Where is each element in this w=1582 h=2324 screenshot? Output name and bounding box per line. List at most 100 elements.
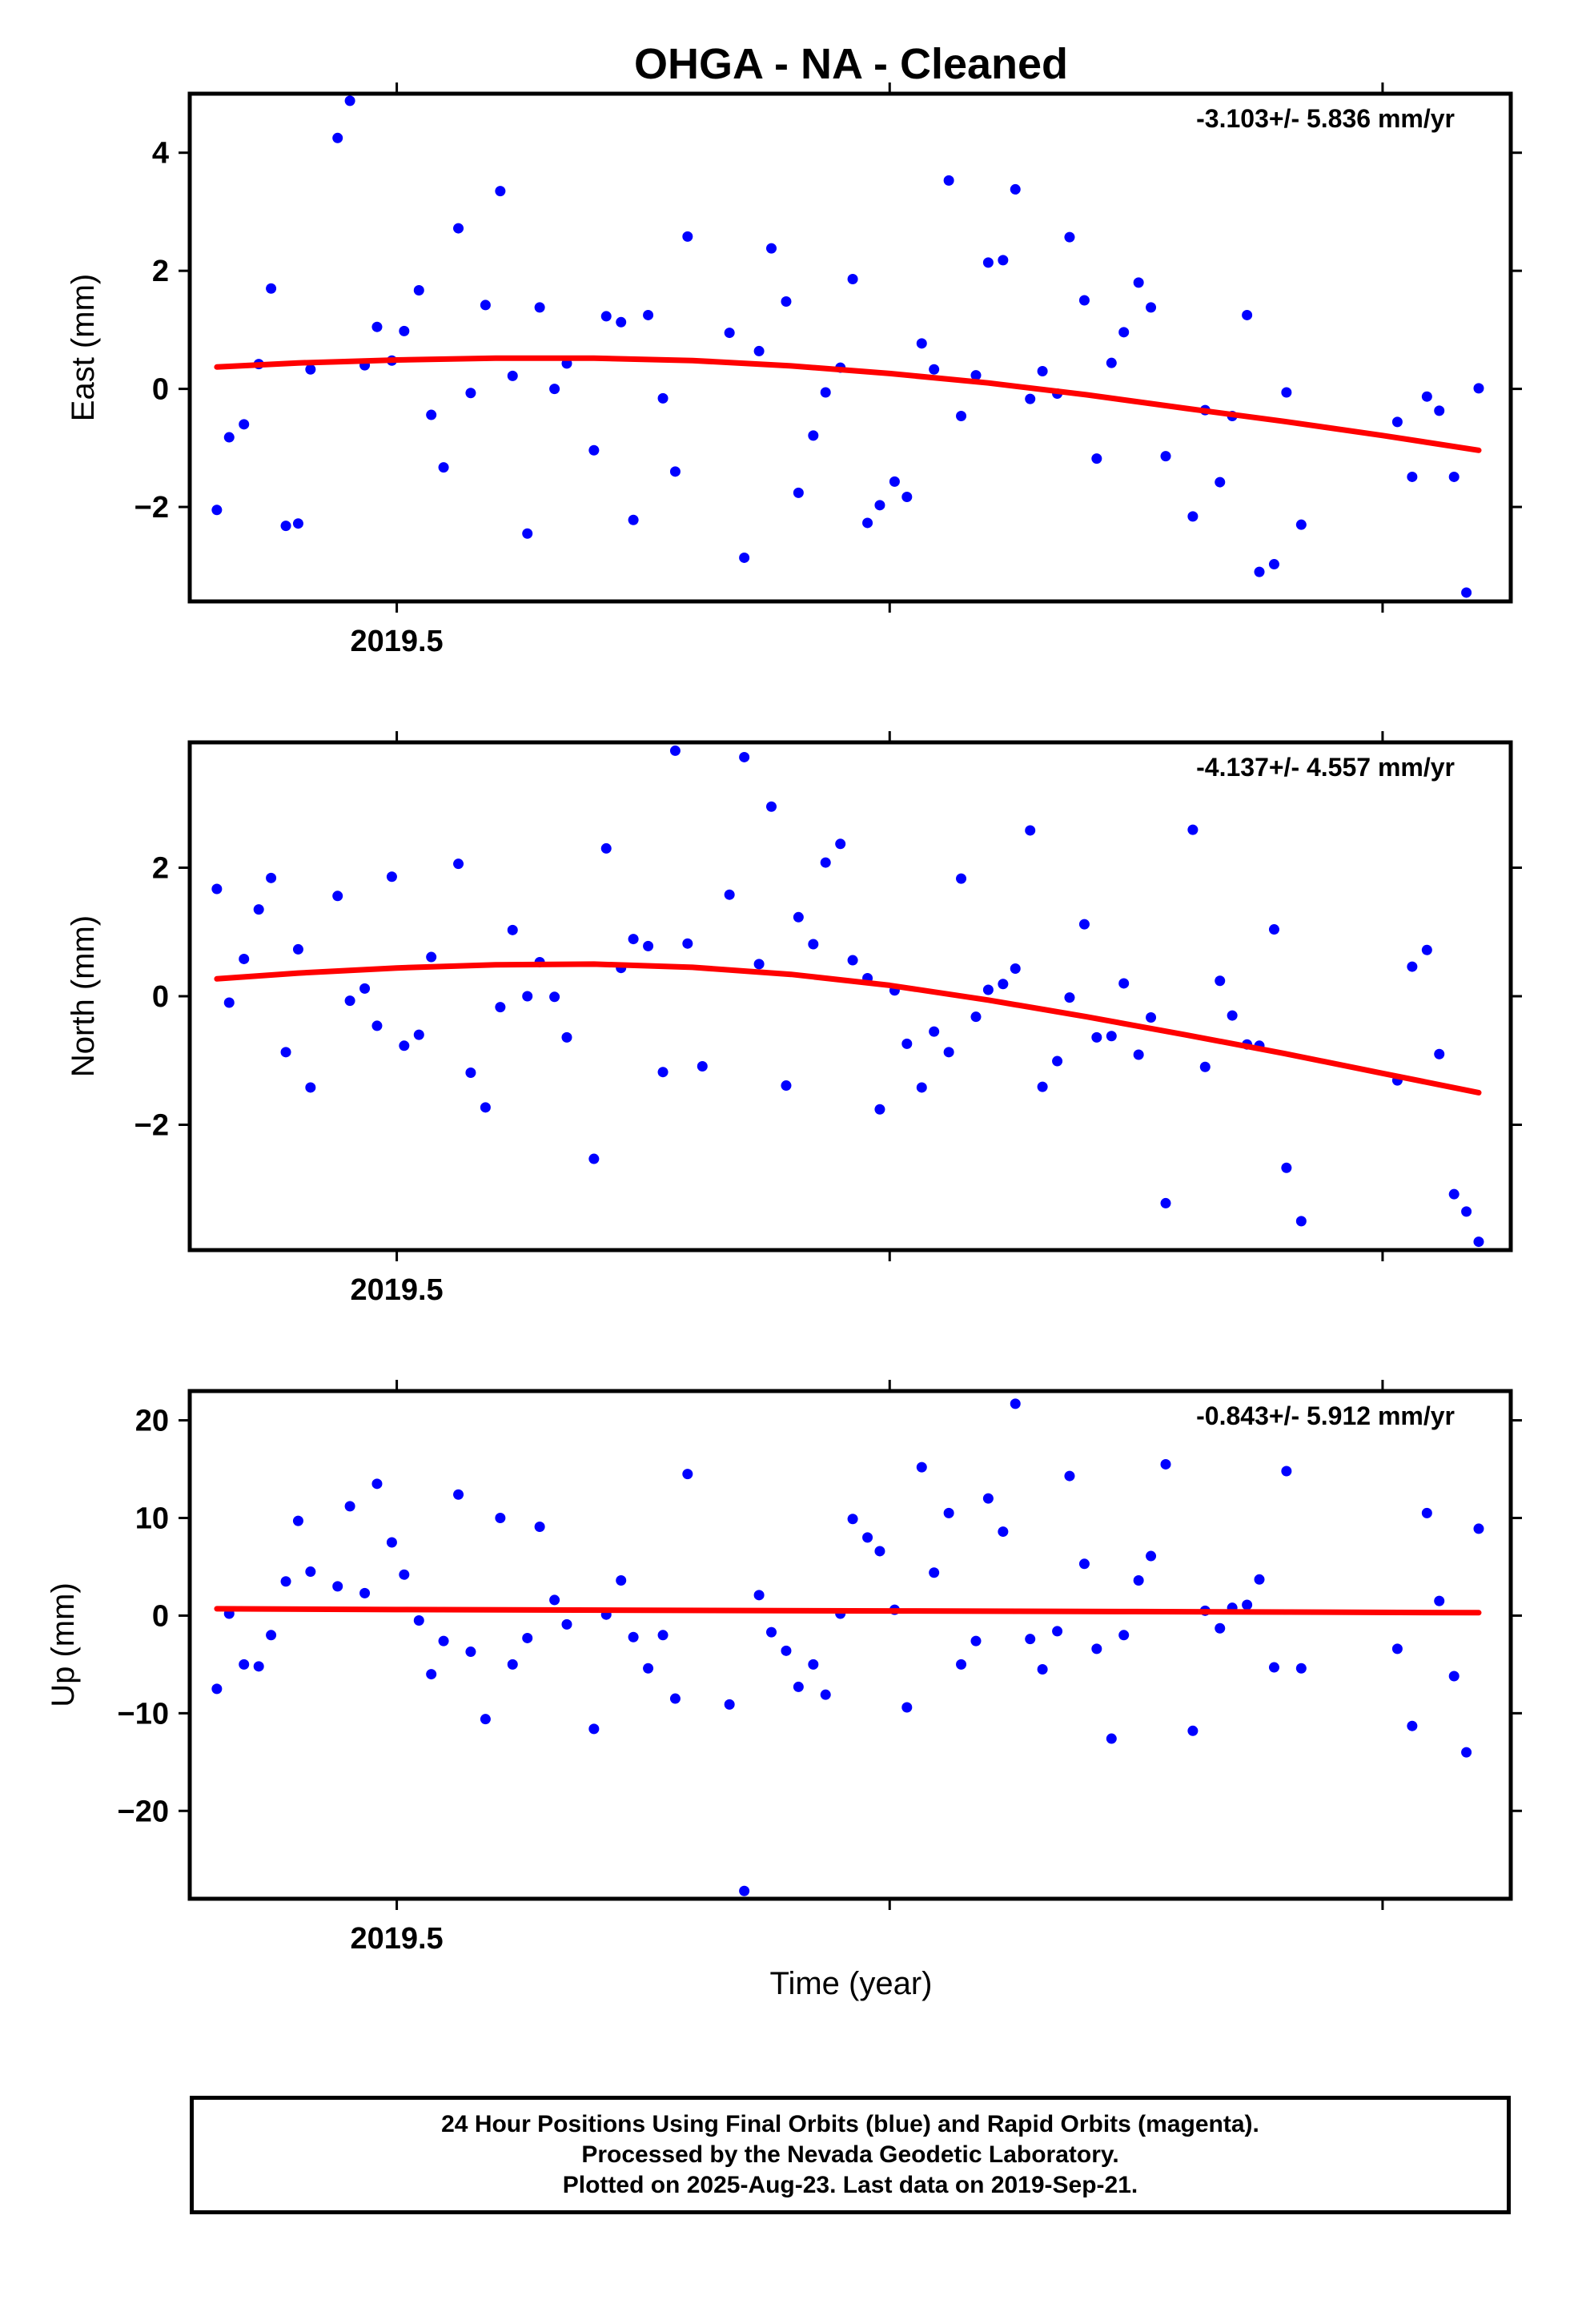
north-data-point xyxy=(561,1031,572,1043)
east-data-point xyxy=(1133,277,1144,288)
east-data-point xyxy=(280,521,291,532)
up-data-point xyxy=(371,1478,383,1490)
up-data-point xyxy=(1473,1523,1484,1534)
north-data-layer xyxy=(211,745,1484,1248)
north-data-point xyxy=(998,979,1009,990)
up-data-point xyxy=(1187,1725,1199,1736)
up-data-point xyxy=(522,1632,533,1643)
up-data-point xyxy=(239,1659,250,1670)
east-data-point xyxy=(413,284,424,296)
up-data-point xyxy=(982,1493,994,1504)
north-data-point xyxy=(549,991,560,1003)
up-data-point xyxy=(1133,1575,1144,1586)
east-data-point xyxy=(1010,183,1021,195)
up-data-point xyxy=(1268,1662,1279,1673)
north-data-point xyxy=(480,1102,491,1113)
up-data-point xyxy=(1461,1747,1472,1758)
north-x-tick-label: 2019.5 xyxy=(350,1273,443,1307)
north-data-point xyxy=(835,838,846,850)
east-data-point xyxy=(600,311,612,322)
up-data-point xyxy=(1052,1626,1063,1637)
north-data-point xyxy=(399,1040,410,1051)
up-rate-label: -0.843+/- 5.912 mm/yr xyxy=(1196,1401,1455,1430)
north-fit-line xyxy=(214,961,1482,1096)
up-data-point xyxy=(438,1635,449,1647)
north-data-point xyxy=(781,1080,792,1092)
up-data-point xyxy=(765,1626,777,1638)
north-data-point xyxy=(982,984,994,995)
north-data-point xyxy=(223,997,235,1008)
up-data-point xyxy=(1118,1630,1130,1641)
north-data-point xyxy=(253,904,264,915)
up-data-point xyxy=(495,1513,506,1523)
chart-title: OHGA - NA - Cleaned xyxy=(634,40,1068,88)
east-data-point xyxy=(1064,231,1075,243)
up-data-point xyxy=(399,1569,410,1580)
up-data-point xyxy=(820,1689,831,1700)
north-data-point xyxy=(507,924,518,935)
east-data-point xyxy=(1146,302,1157,313)
east-y-axis-label: East (mm) xyxy=(66,274,101,421)
up-data-point xyxy=(1448,1671,1460,1682)
east-data-point xyxy=(522,528,533,539)
up-x-tick-label: 2019.5 xyxy=(350,1922,443,1956)
east-data-point xyxy=(211,505,223,516)
footer-line-3: Plotted on 2025-Aug-23. Last data on 201… xyxy=(562,2172,1138,2198)
up-data-point xyxy=(998,1526,1009,1538)
up-data-point xyxy=(628,1631,639,1642)
north-data-point xyxy=(292,943,303,955)
up-data-point xyxy=(507,1659,518,1670)
up-data-point xyxy=(588,1723,600,1735)
footer-box: 24 Hour Positions Using Final Orbits (bl… xyxy=(190,2096,1511,2214)
up-data-point xyxy=(1106,1733,1117,1744)
up-data-point xyxy=(253,1661,264,1672)
north-data-point xyxy=(1295,1216,1307,1227)
north-data-point xyxy=(739,751,750,762)
east-data-point xyxy=(1091,453,1102,464)
east-data-point xyxy=(1461,587,1472,598)
north-data-point xyxy=(753,959,765,970)
north-data-point xyxy=(465,1068,476,1079)
east-data-point xyxy=(793,487,804,498)
up-data-point xyxy=(426,1669,437,1680)
north-data-point xyxy=(793,911,804,923)
up-fit-line xyxy=(214,1606,1482,1616)
east-data-point xyxy=(1421,391,1432,402)
up-data-point xyxy=(1254,1574,1265,1585)
north-data-point xyxy=(1106,1031,1117,1042)
east-x-tick-label: 2019.5 xyxy=(350,625,443,658)
north-data-point xyxy=(1025,825,1036,836)
up-data-point xyxy=(465,1647,476,1658)
east-data-point xyxy=(495,186,506,197)
north-data-point xyxy=(1281,1162,1292,1173)
up-data-point xyxy=(344,1501,355,1512)
up-data-point xyxy=(874,1546,885,1557)
north-data-point xyxy=(669,745,681,756)
north-data-point xyxy=(1461,1206,1472,1217)
east-data-point xyxy=(916,338,927,349)
up-data-point xyxy=(616,1575,627,1586)
north-data-point xyxy=(1434,1048,1445,1059)
up-data-point xyxy=(862,1532,873,1543)
east-data-point xyxy=(1254,566,1265,577)
east-data-point xyxy=(956,411,967,422)
east-data-layer xyxy=(211,95,1484,598)
east-data-point xyxy=(1407,471,1418,482)
east-fit-line xyxy=(214,355,1482,453)
north-data-point xyxy=(697,1060,708,1072)
up-data-point xyxy=(682,1469,693,1480)
up-y-tick-label: 10 xyxy=(135,1502,169,1536)
east-data-point xyxy=(982,257,994,268)
north-data-point xyxy=(305,1082,316,1093)
up-data-point xyxy=(1025,1634,1036,1645)
up-panel: 2019.5 −20 −10 0 10 20 Up (mm) -0.843+/- 5.912 … xyxy=(46,1380,1522,1956)
north-data-point xyxy=(600,842,612,854)
east-rate-label: -3.103+/- 5.836 mm/yr xyxy=(1196,104,1455,133)
up-data-point xyxy=(1242,1599,1253,1610)
up-data-point xyxy=(643,1663,654,1674)
up-y-tick-label: −10 xyxy=(118,1697,169,1731)
north-data-point xyxy=(1421,944,1432,955)
east-data-point xyxy=(588,444,600,456)
east-data-point xyxy=(549,384,560,395)
up-data-point xyxy=(561,1618,572,1630)
